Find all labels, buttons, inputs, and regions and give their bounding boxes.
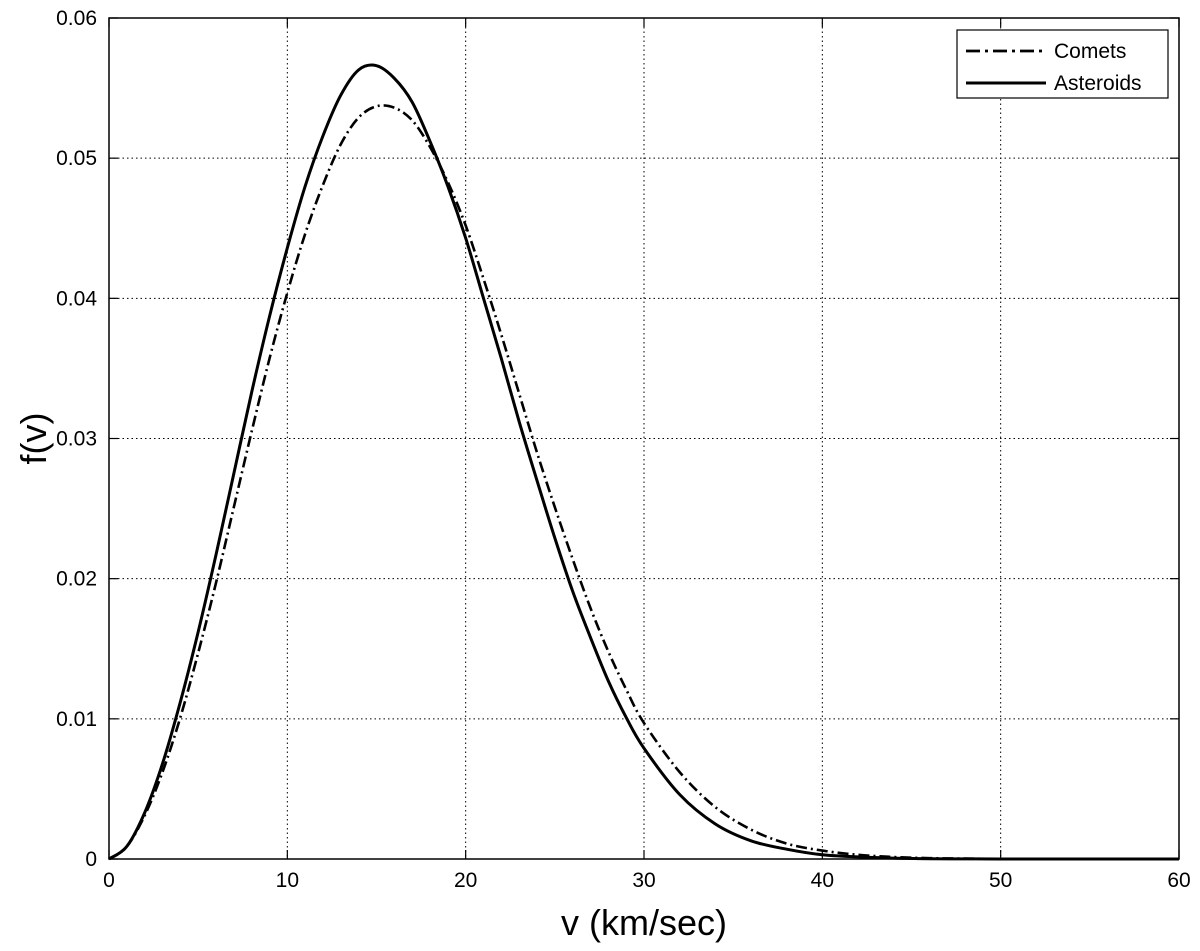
x-tick-label: 20: [454, 869, 477, 892]
label-layer: v (km/sec) f(v): [13, 413, 727, 943]
x-tick-label: 50: [989, 869, 1012, 892]
y-tick-label: 0.05: [56, 147, 97, 170]
x-tick-label: 0: [103, 869, 115, 892]
tick-layer: 0 10 20 30 40 50 60 0 0.01 0.02 0.03 0.04 0.05 0.06: [56, 7, 1191, 892]
x-tick-label: 10: [276, 869, 299, 892]
y-tick-label: 0.02: [56, 568, 97, 591]
y-tick-label: 0.03: [56, 428, 97, 451]
legend: Comets Asteroids: [956, 29, 1169, 99]
x-tick-label: 60: [1167, 869, 1190, 892]
y-axis-label: f(v): [13, 413, 54, 465]
x-tick-label: 40: [811, 869, 834, 892]
y-tick-label: 0: [85, 848, 97, 871]
legend-label-asteroids: Asteroids: [1054, 72, 1142, 95]
x-axis-label: v (km/sec): [561, 902, 727, 943]
grid-layer: [109, 18, 1179, 859]
series-layer: [108, 63, 1180, 861]
legend-label-comets: Comets: [1054, 40, 1126, 63]
y-tick-label: 0.01: [56, 708, 97, 731]
y-tick-label: 0.06: [56, 7, 97, 30]
x-tick-label: 30: [632, 869, 655, 892]
legend-box: [956, 29, 1169, 99]
y-tick-label: 0.04: [56, 287, 97, 310]
series-line-asteroids: [108, 63, 1179, 861]
